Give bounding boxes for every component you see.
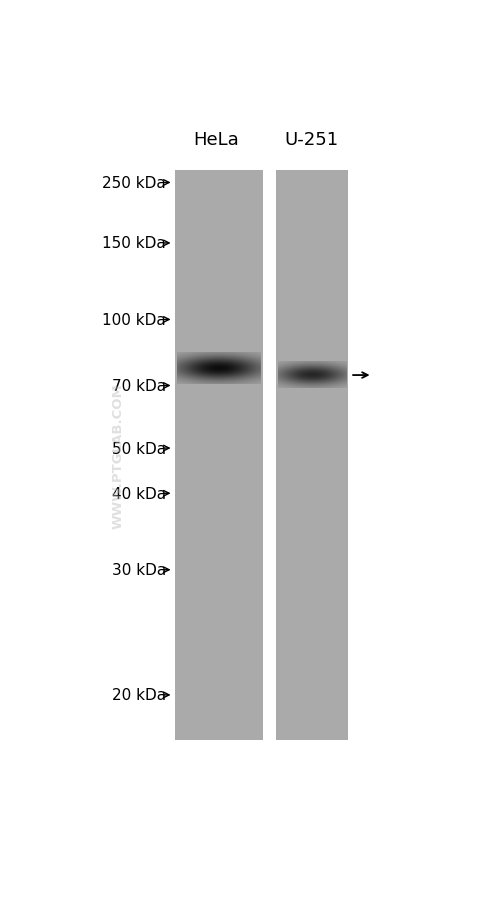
Text: 150 kDa: 150 kDa	[102, 236, 166, 251]
FancyBboxPatch shape	[175, 170, 263, 741]
Text: 30 kDa: 30 kDa	[112, 563, 166, 577]
Text: 250 kDa: 250 kDa	[102, 176, 166, 190]
Text: 40 kDa: 40 kDa	[112, 486, 166, 502]
Text: 70 kDa: 70 kDa	[112, 379, 166, 393]
FancyBboxPatch shape	[276, 170, 348, 741]
Text: 20 kDa: 20 kDa	[112, 687, 166, 703]
Text: 50 kDa: 50 kDa	[112, 441, 166, 456]
Text: HeLa: HeLa	[193, 131, 239, 149]
Text: 100 kDa: 100 kDa	[102, 313, 166, 327]
Text: U-251: U-251	[284, 131, 338, 149]
Text: WWW.PTGLAB.COM: WWW.PTGLAB.COM	[111, 382, 124, 529]
